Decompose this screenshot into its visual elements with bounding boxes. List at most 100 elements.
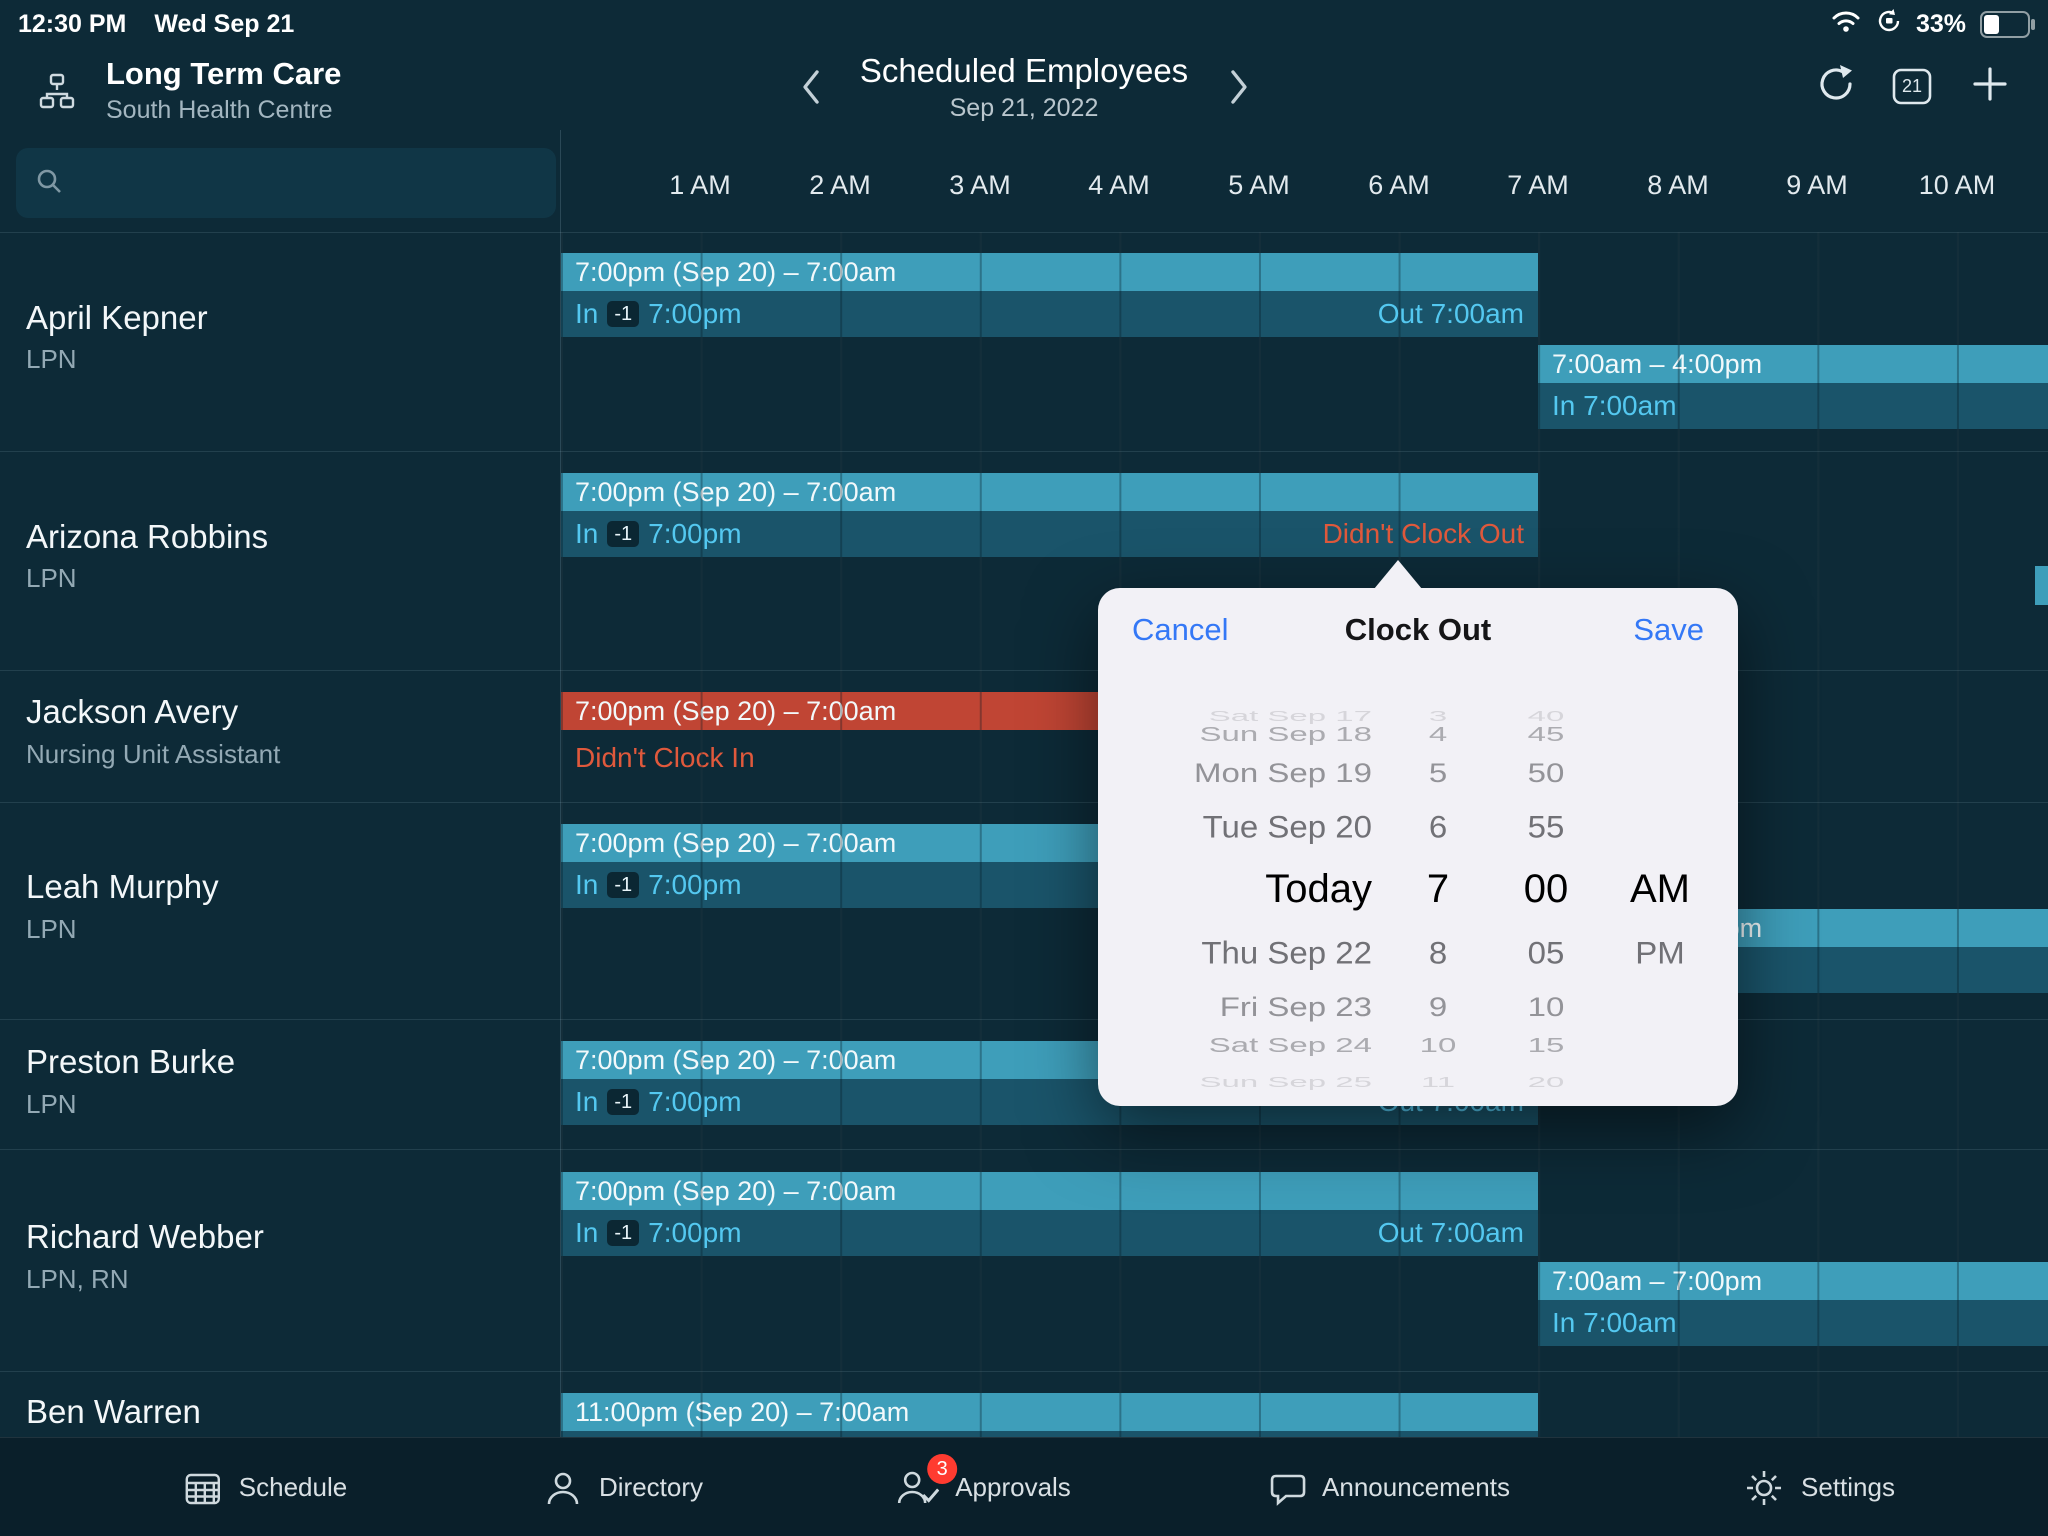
clock-in-prefix: In: [575, 1086, 599, 1117]
employee-row: April Kepner LPN 7:00pm (Sep 20) – 7:00a…: [0, 232, 2048, 451]
hour-label: 9 AM: [1786, 170, 1848, 200]
row-divider: [0, 670, 2048, 671]
employee-name: Preston Burke: [26, 1043, 236, 1080]
page-title: Scheduled Employees: [859, 52, 1189, 89]
day-offset-badge: -1: [607, 872, 640, 898]
directory-tab-icon: [543, 1468, 583, 1508]
didnt-clock-out-alert[interactable]: Didn't Clock Out: [1322, 518, 1524, 549]
calendar-icon: 21: [1891, 65, 1933, 107]
status-bar: 12:30 PM Wed Sep 21 33%: [0, 0, 2048, 44]
picker-row[interactable]: Sat Sep 24 10 15: [1208, 1033, 1565, 1057]
shift-bar[interactable]: 7:00pm (Sep 20) – 7:00am In -1 7:00pm Ou…: [561, 1172, 1538, 1256]
clock-in-time: 7:00pm: [648, 1217, 742, 1248]
employee-row: Richard Webber LPN, RN 7:00pm (Sep 20) –…: [0, 1149, 2048, 1371]
picker-row[interactable]: Fri Sep 23 9 10: [1219, 991, 1565, 1022]
clock-in-prefix: In: [575, 1217, 599, 1248]
picker-row-selected[interactable]: Today 7 00 AM: [1265, 867, 1690, 911]
shift-bar[interactable]: 7:00am – 7:00pm In 7:00am: [1538, 1262, 2048, 1346]
day-offset-badge: -1: [607, 1089, 640, 1115]
employee-name: Richard Webber: [26, 1218, 264, 1255]
popover-title: Clock Out: [1344, 612, 1492, 647]
battery-icon: [1980, 10, 2035, 38]
clock-in-prefix: In: [575, 298, 599, 329]
employee-name: Leah Murphy: [26, 868, 219, 905]
tab-label: Settings: [1801, 1472, 1895, 1502]
add-icon: [1971, 65, 2009, 108]
row-divider: [0, 451, 2048, 452]
hour-label: 7 AM: [1507, 170, 1569, 200]
row-divider: [0, 1019, 2048, 1020]
shift-time-label: 11:00pm (Sep 20) – 7:00am: [561, 1393, 1538, 1431]
shift-attendance: In -1 7:00pm Out 7:00am: [561, 1210, 1538, 1256]
clock-out-time: Out 7:00am: [1377, 298, 1524, 329]
tab-approvals[interactable]: 3 Approvals: [895, 1438, 1071, 1536]
partial-shift-bar[interactable]: [2035, 566, 2048, 605]
shift-bar[interactable]: 7:00pm (Sep 20) – 7:00am In -1 7:00pm Di…: [561, 473, 1538, 557]
popover-header: Cancel Save: [1098, 588, 1738, 672]
panel-divider: [560, 130, 561, 1437]
org-name: Long Term Care: [106, 56, 342, 91]
employee-role: Nursing Unit Assistant: [26, 739, 281, 769]
shift-attendance: In -1 7:00pm Didn't Clock Out: [561, 511, 1538, 557]
add-button[interactable]: [1966, 62, 2014, 110]
shift-bar[interactable]: 7:00pm (Sep 20) – 7:00am In -1 7:00pm Ou…: [561, 253, 1538, 337]
day-offset-badge: -1: [607, 301, 640, 327]
calendar-icon-day: 21: [1901, 76, 1923, 96]
calendar-button[interactable]: 21: [1888, 62, 1936, 110]
shift-time-label: 7:00am – 7:00pm: [1538, 1262, 2048, 1300]
hour-label: 4 AM: [1088, 170, 1150, 200]
settings-gear-icon: [1743, 1467, 1785, 1509]
org-subtitle: South Health Centre: [106, 96, 333, 124]
employee-role: LPN: [26, 344, 77, 374]
employee-row: Arizona Robbins LPN 7:00pm (Sep 20) – 7:…: [0, 451, 2048, 670]
day-offset-badge: -1: [607, 521, 640, 547]
shift-time-label: 7:00pm (Sep 20) – 7:00am: [561, 1172, 1538, 1210]
picker-row[interactable]: Tue Sep 20 6 55: [1202, 808, 1565, 845]
search-icon: [34, 166, 64, 201]
picker-row[interactable]: Sun Sep 25 11 20: [1199, 1073, 1565, 1091]
employee-name: Jackson Avery: [26, 693, 239, 730]
employee-row: Ben Warren 11:00pm (Sep 20) – 7:00am: [0, 1371, 2048, 1437]
tab-label: Announcements: [1322, 1472, 1510, 1502]
tab-label: Approvals: [955, 1472, 1071, 1502]
wifi-icon: [1830, 9, 1862, 40]
shift-bar[interactable]: 7:00am – 4:00pm In 7:00am: [1538, 345, 2048, 429]
search-field[interactable]: [16, 148, 556, 218]
clock-in-time: 7:00pm: [648, 298, 742, 329]
battery-percent: 33%: [1915, 9, 1966, 38]
employee-row: Jackson Avery Nursing Unit Assistant 7:0…: [0, 670, 2048, 802]
shift-time-label: 7:00pm (Sep 20) – 7:00am: [561, 473, 1538, 511]
search-input[interactable]: [76, 166, 538, 200]
row-divider: [0, 1149, 2048, 1150]
popover-arrow: [1374, 560, 1422, 589]
tab-label: Directory: [598, 1472, 704, 1502]
clock-in-time: In 7:00am: [1552, 1307, 1677, 1338]
tab-announcements[interactable]: Announcements: [1266, 1438, 1510, 1536]
rotation-lock-icon: [1876, 8, 1902, 41]
tab-schedule[interactable]: Schedule: [183, 1438, 347, 1536]
previous-day-button[interactable]: [800, 68, 822, 111]
shift-bar[interactable]: 11:00pm (Sep 20) – 7:00am: [561, 1393, 1538, 1437]
picker-row[interactable]: Thu Sep 22 8 05 PM: [1201, 934, 1685, 971]
picker-row[interactable]: Sat Sep 17 3 40: [1208, 707, 1565, 725]
employee-role: LPN: [26, 914, 77, 944]
app-header: Long Term Care South Health Centre Sched…: [0, 44, 2048, 140]
row-divider: [0, 1371, 2048, 1372]
employee-role: LPN: [26, 1089, 77, 1119]
picker-row[interactable]: Sun Sep 18 4 45: [1199, 722, 1565, 746]
tab-settings[interactable]: Settings: [1743, 1438, 1895, 1536]
tab-directory[interactable]: Directory: [543, 1438, 703, 1536]
employee-row: Leah Murphy LPN 7:00pm (Sep 20) – 7:00am…: [0, 802, 2048, 1019]
cancel-button[interactable]: Cancel: [1132, 612, 1229, 647]
employee-row: Preston Burke LPN 7:00pm (Sep 20) – 7:00…: [0, 1019, 2048, 1149]
refresh-button[interactable]: [1812, 62, 1860, 110]
save-button[interactable]: Save: [1633, 612, 1704, 647]
picker-row[interactable]: Mon Sep 19 5 50: [1194, 757, 1565, 788]
clock-in-time: 7:00pm: [648, 518, 742, 549]
next-day-button[interactable]: [1228, 68, 1250, 111]
clock-in-time: 7:00pm: [648, 1086, 742, 1117]
shift-attendance: [561, 1431, 1538, 1437]
tab-label: Schedule: [238, 1472, 348, 1502]
didnt-clock-in-alert[interactable]: Didn't Clock In: [575, 742, 755, 773]
hour-label: 3 AM: [949, 170, 1011, 200]
